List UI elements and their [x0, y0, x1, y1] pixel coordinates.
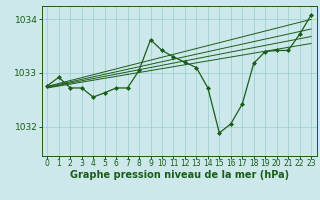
- X-axis label: Graphe pression niveau de la mer (hPa): Graphe pression niveau de la mer (hPa): [70, 170, 289, 180]
